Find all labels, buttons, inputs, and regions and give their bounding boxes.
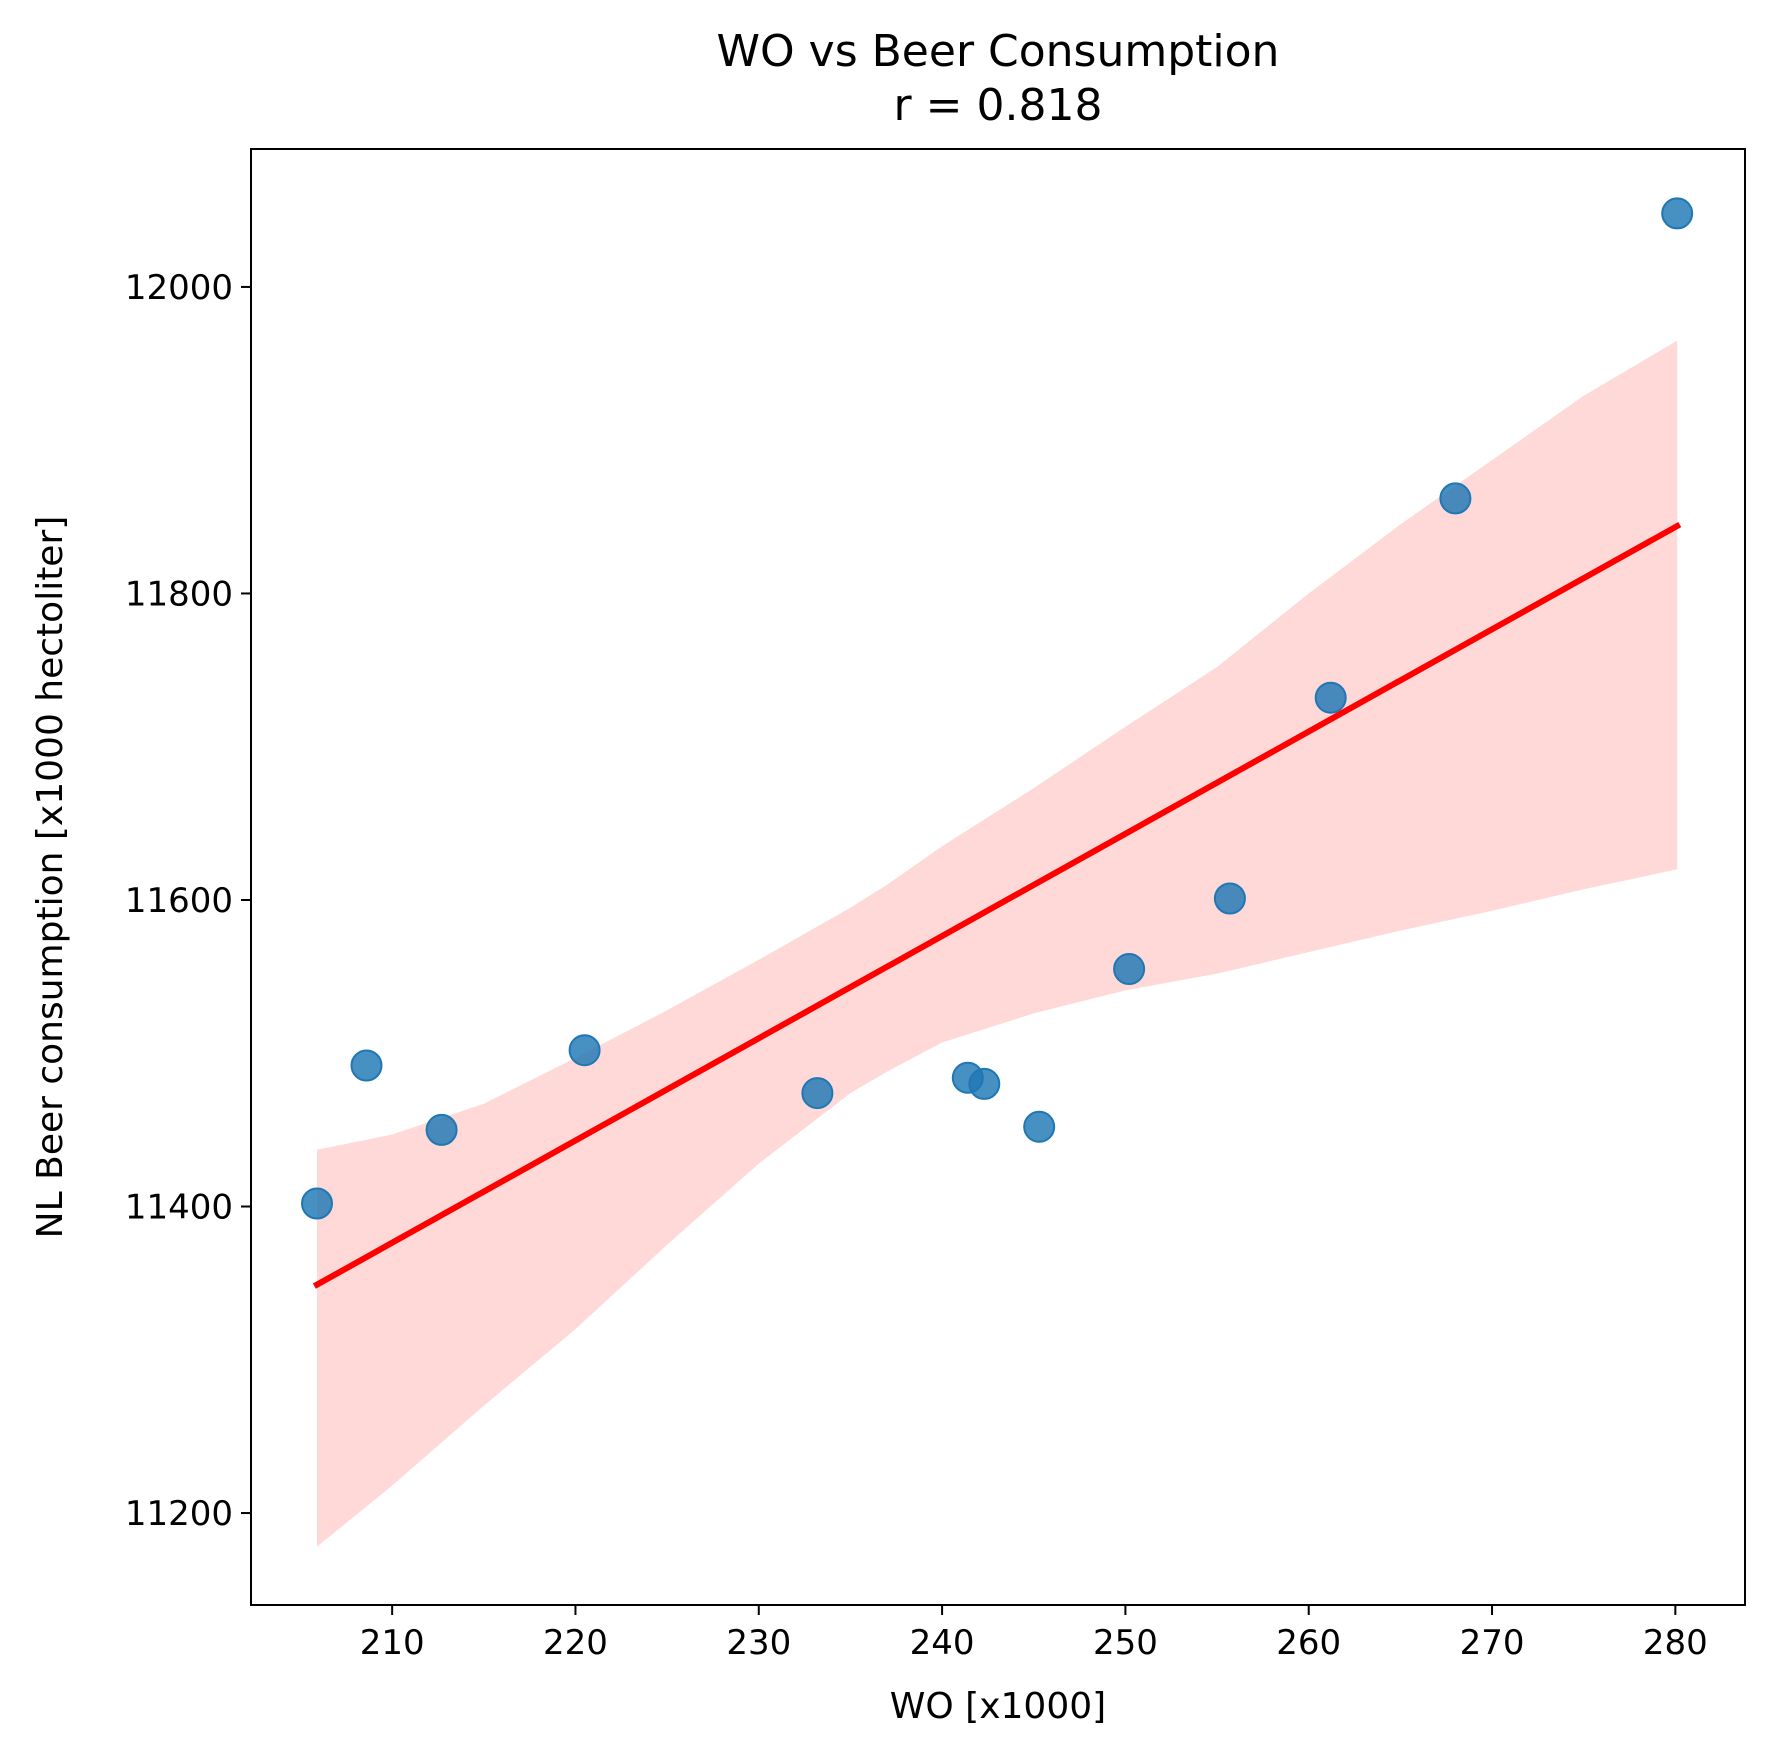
x-tick-label: 240 bbox=[910, 1623, 975, 1663]
y-tick-label: 11800 bbox=[125, 574, 233, 614]
data-point-11 bbox=[1314, 681, 1347, 714]
x-tick-label: 220 bbox=[543, 1623, 608, 1663]
y-tick-label: 12000 bbox=[125, 268, 233, 308]
data-point-7 bbox=[968, 1067, 1001, 1100]
data-point-9 bbox=[1113, 953, 1146, 985]
confidence-band bbox=[317, 340, 1678, 1547]
data-point-8 bbox=[1023, 1110, 1056, 1143]
y-axis: 11200 11400 11600 11800 12000 bbox=[125, 268, 251, 1534]
data-point-12 bbox=[1439, 482, 1472, 515]
data-points-layer bbox=[301, 197, 1694, 1220]
y-tick-label: 11600 bbox=[125, 881, 233, 921]
regression-line bbox=[312, 521, 1682, 1289]
x-tick-label: 270 bbox=[1460, 1623, 1525, 1663]
x-tick-label: 230 bbox=[726, 1623, 791, 1663]
x-axis: 210 220 230 240 250 260 270 280 bbox=[360, 1605, 1708, 1663]
plot-area bbox=[250, 148, 1746, 1606]
x-tick-label: 210 bbox=[360, 1623, 425, 1663]
x-tick-label: 260 bbox=[1276, 1623, 1341, 1663]
data-point-4 bbox=[568, 1034, 601, 1067]
chart-title: WO vs Beer Consumption bbox=[717, 26, 1280, 77]
y-axis-label: NL Beer consumption [x1000 hectoliter] bbox=[30, 516, 71, 1239]
plot-frame bbox=[250, 148, 1746, 1606]
chart-subtitle: r = 0.818 bbox=[894, 80, 1103, 131]
y-tick-label: 11400 bbox=[125, 1188, 233, 1228]
data-point-13 bbox=[1661, 197, 1694, 230]
x-tick-label: 280 bbox=[1643, 1623, 1708, 1663]
x-tick-label: 250 bbox=[1093, 1623, 1158, 1663]
confidence-band-layer bbox=[317, 340, 1678, 1547]
x-axis-label: WO [x1000] bbox=[890, 1686, 1106, 1727]
y-tick-label: 11200 bbox=[125, 1494, 233, 1534]
data-point-2 bbox=[350, 1049, 383, 1082]
data-point-10 bbox=[1213, 882, 1246, 915]
data-point-3 bbox=[425, 1113, 458, 1146]
data-point-1 bbox=[301, 1187, 333, 1220]
data-point-5 bbox=[801, 1077, 834, 1110]
regression-line-layer bbox=[312, 521, 1682, 1289]
